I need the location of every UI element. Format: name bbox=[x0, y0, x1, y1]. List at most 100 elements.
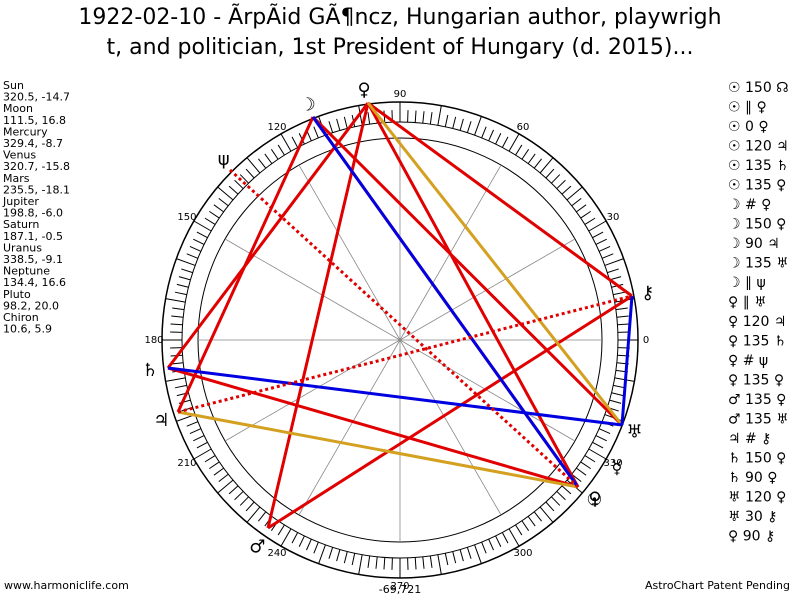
ring-tick bbox=[601, 253, 614, 259]
ring-tick bbox=[313, 541, 319, 554]
ring-tick bbox=[358, 554, 363, 575]
ring-tick bbox=[336, 118, 341, 131]
footer-left: www.harmoniclife.com bbox=[4, 579, 129, 592]
degree-label: 150 bbox=[177, 212, 196, 223]
ring-tick bbox=[501, 532, 509, 544]
planet-glyph: ♄ bbox=[142, 360, 158, 381]
planet-name: Sun bbox=[3, 79, 24, 92]
ring-tick bbox=[613, 291, 626, 296]
ring-tick bbox=[576, 204, 587, 213]
aspect-entry: ☉ ∥ ♀ bbox=[728, 100, 767, 116]
ring-tick bbox=[545, 501, 555, 512]
aspect-entry: ☉ 135 ♀ bbox=[728, 178, 786, 194]
aspect-entry: ☽ # ♀ bbox=[728, 197, 771, 213]
ring-tick bbox=[576, 467, 587, 476]
ring-tick bbox=[351, 553, 356, 566]
title-line: t, and politician, 1st President of Hung… bbox=[107, 35, 694, 60]
ring-tick bbox=[170, 323, 183, 326]
ring-tick bbox=[611, 392, 624, 397]
ring-tick bbox=[196, 231, 208, 239]
house-line bbox=[224, 339, 401, 442]
ring-tick bbox=[592, 231, 604, 239]
ring-tick bbox=[291, 532, 299, 544]
planet-coords: 320.7, -15.8 bbox=[3, 160, 70, 173]
ring-tick bbox=[613, 384, 626, 389]
ring-tick bbox=[228, 485, 239, 495]
ring-tick bbox=[615, 307, 628, 311]
ring-tick bbox=[186, 421, 199, 427]
planet-glyph: ☉ bbox=[586, 489, 602, 510]
ring-tick bbox=[193, 435, 205, 442]
ring-tick bbox=[444, 114, 449, 127]
ring-tick bbox=[521, 520, 530, 531]
aspect-entry: ♀ 135 ♄ bbox=[728, 334, 786, 350]
ring-tick bbox=[551, 174, 561, 184]
ring-tick bbox=[176, 283, 189, 288]
ring-tick bbox=[452, 116, 457, 129]
ring-tick bbox=[280, 528, 292, 547]
ring-tick bbox=[539, 506, 554, 523]
planet-glyph: ♀ bbox=[357, 80, 370, 101]
ring-tick bbox=[245, 168, 255, 179]
aspect-entry: ♄ 150 ♀ bbox=[728, 451, 786, 467]
ring-tick bbox=[561, 185, 572, 195]
ring-tick bbox=[217, 479, 234, 494]
ring-tick bbox=[501, 136, 509, 148]
ring-tick bbox=[172, 307, 185, 311]
ring-tick bbox=[474, 116, 482, 136]
planet-coords: 98.2, 20.0 bbox=[3, 299, 59, 312]
ring-tick bbox=[245, 501, 255, 512]
ring-tick bbox=[277, 144, 285, 156]
degree-label: 270 bbox=[390, 581, 409, 592]
degree-label: 30 bbox=[607, 212, 620, 223]
ring-tick bbox=[551, 496, 561, 506]
ring-tick bbox=[533, 511, 542, 522]
ring-tick bbox=[580, 461, 591, 470]
planet-glyph: ♀ bbox=[588, 489, 601, 510]
degree-label: 180 bbox=[144, 335, 163, 346]
aspect-entry: ♀ 120 ♃ bbox=[728, 314, 786, 330]
planet-name: Mercury bbox=[3, 125, 48, 138]
planet-coords: 329.4, -8.7 bbox=[3, 137, 63, 150]
ring-tick bbox=[422, 111, 425, 124]
ring-tick bbox=[186, 253, 199, 259]
ring-tick bbox=[488, 538, 495, 551]
aspect-entry: ☽ ∥ ψ bbox=[728, 275, 766, 291]
ring-tick bbox=[328, 121, 334, 133]
ring-tick bbox=[508, 528, 520, 547]
aspect-line bbox=[167, 366, 623, 427]
aspect-entry: ☽ 90 ♃ bbox=[728, 236, 780, 252]
aspect-entry: ♅ 30 ⚷ bbox=[728, 509, 778, 525]
house-line bbox=[298, 164, 401, 341]
ring-tick bbox=[429, 555, 433, 568]
ring-tick bbox=[598, 428, 611, 435]
planet-coords: 198.8, -6.0 bbox=[3, 207, 63, 220]
aspect-entry: ♀ ∥ ♅ bbox=[728, 295, 767, 311]
planet-coords: 338.5, -9.1 bbox=[3, 253, 63, 266]
ring-tick bbox=[609, 399, 622, 404]
ring-tick bbox=[444, 553, 449, 566]
ring-tick bbox=[527, 153, 536, 164]
ring-tick bbox=[234, 491, 244, 501]
ring-tick bbox=[367, 112, 371, 125]
ring-tick bbox=[218, 473, 229, 482]
ring-tick bbox=[181, 268, 193, 274]
aspect-entry: ♀ 90 ⚷ bbox=[728, 529, 775, 545]
ring-tick bbox=[280, 133, 292, 152]
planet-name: Venus bbox=[3, 149, 36, 162]
aspect-line bbox=[228, 168, 580, 489]
planet-name: Chiron bbox=[3, 311, 39, 324]
ring-tick bbox=[367, 555, 371, 568]
ring-tick bbox=[178, 276, 191, 281]
aspect-entry: ☽ 135 ♅ bbox=[728, 256, 789, 272]
house-line bbox=[298, 339, 401, 516]
planet-glyph: ⚷ bbox=[641, 283, 654, 304]
ring-tick bbox=[607, 268, 619, 274]
aspect-entry: ♄ 90 ♀ bbox=[728, 470, 778, 486]
planet-name: Mars bbox=[3, 172, 30, 185]
ring-tick bbox=[414, 110, 417, 123]
ring-tick bbox=[515, 144, 523, 156]
ring-tick bbox=[258, 511, 267, 522]
ring-tick bbox=[584, 217, 596, 225]
planet-name: Moon bbox=[3, 102, 33, 115]
